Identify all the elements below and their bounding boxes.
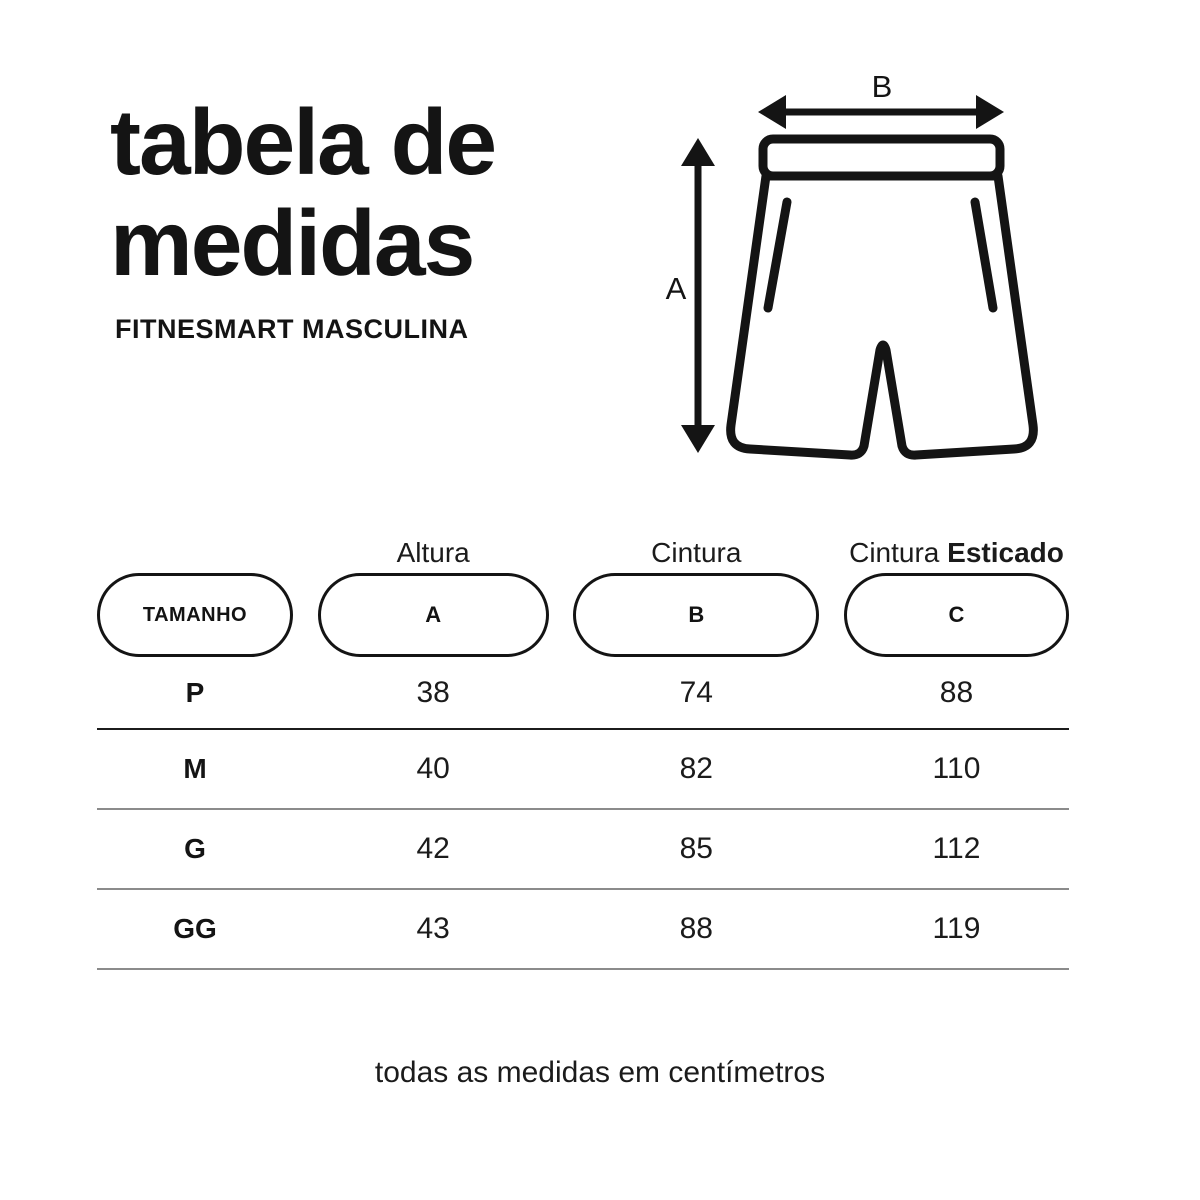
page-subtitle: FITNESMART MASCULINA (115, 314, 469, 344)
measure-label-b: B (872, 69, 893, 104)
measure-arrow-b-icon (758, 95, 1004, 129)
table-row-p: P 38 74 88 (97, 657, 1069, 730)
shorts-diagram: B A (666, 69, 1038, 460)
page-title-line2: medidas (110, 191, 475, 295)
size-label: M (183, 753, 207, 784)
page-title-line1: tabela de (110, 90, 497, 194)
value-c: 110 (932, 752, 981, 785)
units-note: todas as medidas em centímetros (374, 1056, 826, 1089)
measure-header-cintura-esticado: Cintura Esticado (844, 537, 1069, 569)
value-b: 85 (679, 832, 713, 865)
value-b: 82 (679, 752, 713, 785)
size-table: Altura Cintura Cintura Esticado TAMANHO … (97, 532, 1069, 970)
measure-header-cintura-esticado-bold: Esticado (947, 536, 1064, 568)
pill-header-a: A (317, 573, 549, 657)
right-pocket-line (970, 197, 998, 313)
measure-header-cintura: Cintura (651, 536, 742, 568)
value-c: 112 (932, 832, 981, 865)
table-row-g: G 42 85 112 (97, 810, 1069, 890)
measure-header-cintura-esticado-regular: Cintura (849, 536, 948, 568)
value-a: 40 (416, 752, 450, 785)
page-title: tabela de medidas (110, 90, 497, 295)
value-c: 119 (932, 912, 981, 945)
pill-header-row: TAMANHO A B C (97, 573, 1069, 657)
pill-header-b: B (573, 573, 820, 657)
pill-header-c: C (843, 573, 1069, 657)
waistband (758, 134, 1005, 181)
pill-header-tamanho: TAMANHO (97, 573, 293, 657)
value-a: 38 (416, 675, 450, 709)
value-b: 74 (679, 675, 713, 709)
left-pocket-line (763, 197, 792, 313)
size-label: P (185, 676, 205, 708)
size-label: G (184, 833, 206, 864)
value-a: 43 (416, 912, 450, 945)
table-row-gg: GG 43 88 119 (97, 890, 1069, 970)
table-row-m: M 40 82 110 (97, 730, 1069, 810)
size-label: GG (173, 913, 217, 944)
measure-header-row: Altura Cintura Cintura Esticado (97, 532, 1069, 573)
value-b: 88 (679, 912, 713, 945)
value-c: 88 (939, 675, 974, 709)
measure-arrow-a-icon (681, 138, 715, 453)
measure-label-a: A (666, 271, 687, 306)
shorts-outline-icon (726, 134, 1038, 460)
value-a: 42 (416, 832, 450, 865)
measure-header-altura: Altura (396, 536, 470, 568)
